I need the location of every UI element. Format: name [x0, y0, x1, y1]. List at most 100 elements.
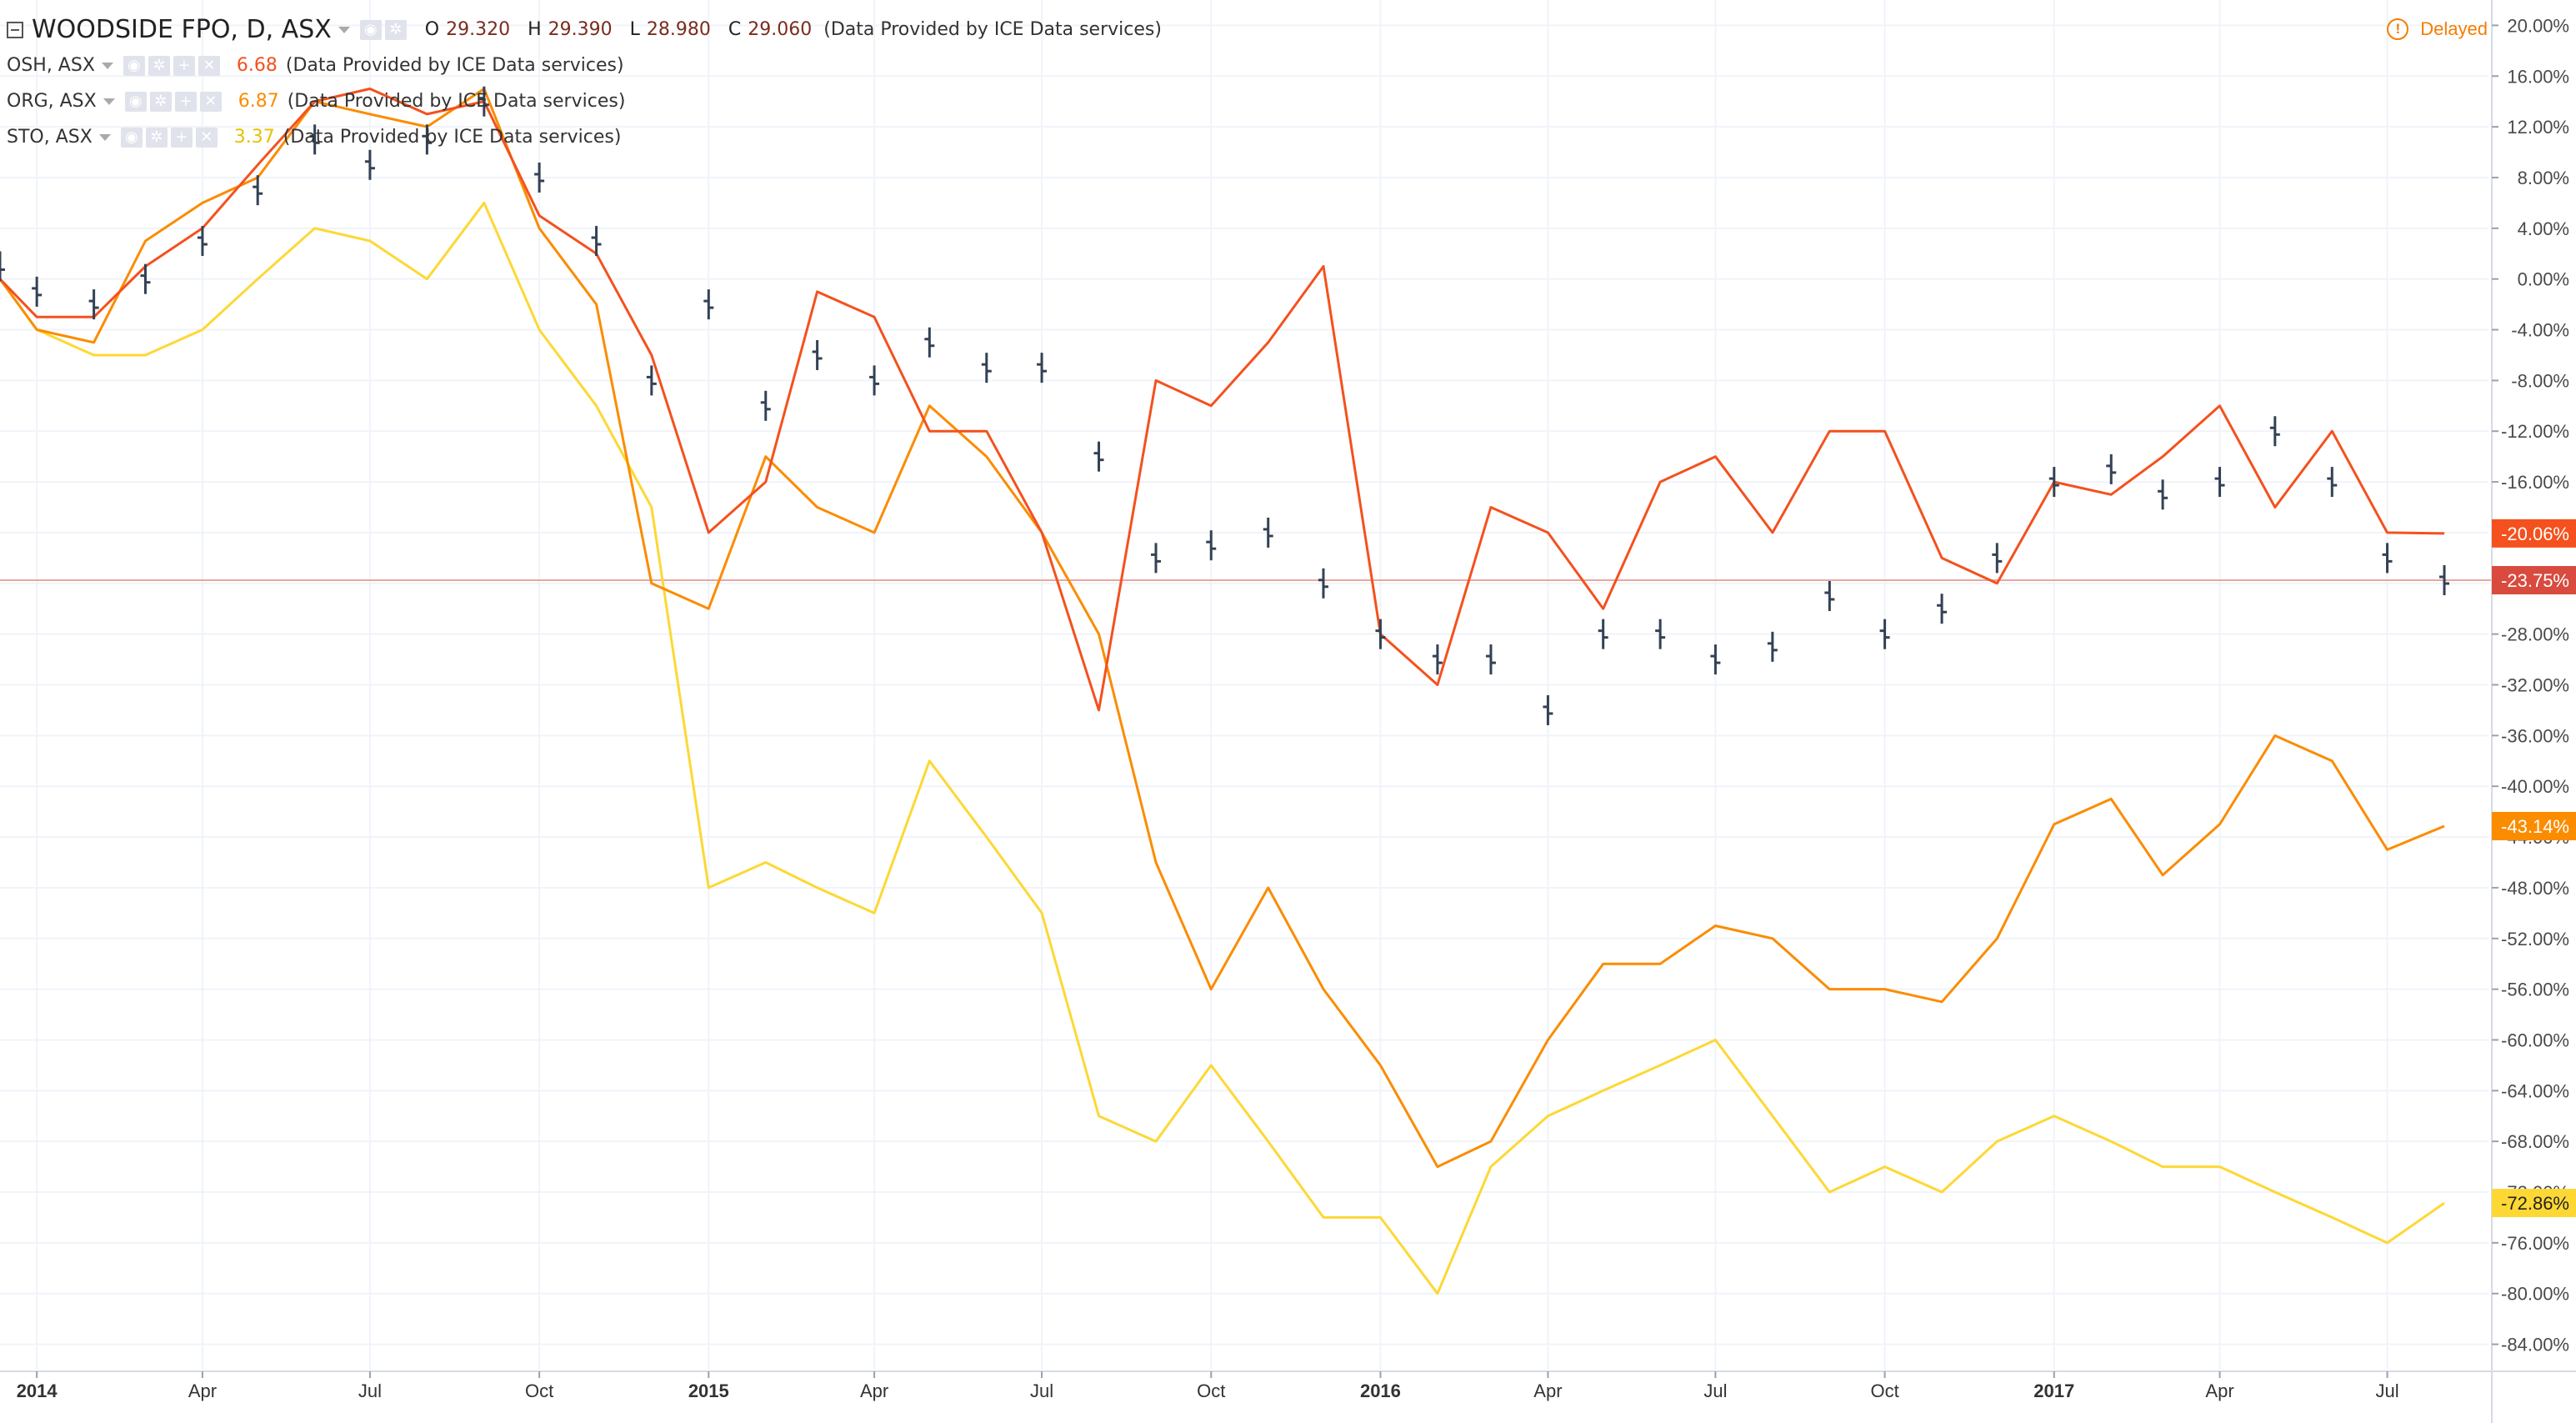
ohlc-bar [1598, 619, 1608, 649]
settings-gear-icon[interactable]: ✲ [145, 127, 168, 148]
symbol-dropdown-icon[interactable] [101, 62, 113, 69]
ohlc-bar [1150, 543, 1161, 574]
add-plus-icon[interactable]: + [170, 127, 193, 148]
y-tick-label: 16.00% [2507, 66, 2569, 87]
y-tick-label: -8.00% [2511, 370, 2569, 391]
ohlc-bar [1824, 581, 1835, 612]
compare-provider: (Data Provided by ICE Data services) [287, 91, 626, 112]
ohlc-bar [1037, 353, 1048, 383]
y-tick-label: -68.00% [2501, 1131, 2569, 1152]
visibility-eye-icon[interactable]: ◉ [359, 19, 382, 40]
ohlc-bar [1992, 543, 2003, 574]
legend-main: WOODSIDE FPO, D, ASX ◉ ✲ O 29.320 H 29.390… [7, 12, 1162, 48]
ohlc-bar [812, 339, 823, 370]
ohlc-bar [703, 289, 714, 320]
ohlc-bar [309, 124, 320, 155]
last-value-label: -72.86% [2492, 1189, 2576, 1218]
ohlc-bar [1375, 619, 1386, 649]
x-tick-label: Jul [1703, 1380, 1727, 1401]
low-label: L [629, 19, 640, 40]
ohlc-bar [760, 390, 771, 421]
low-value: 28.980 [646, 19, 711, 40]
compare-symbol[interactable]: ORG, ASX [7, 91, 97, 112]
last-value-label: -23.75% [2492, 565, 2576, 594]
time-axis[interactable]: 2014 Apr Jul Oct 2015 Apr Jul Oct 2016 Apr Jul Oct 2… [0, 1370, 2576, 1401]
ohlc-bar [1710, 644, 1721, 675]
y-tick-label: -56.00% [2501, 980, 2569, 1000]
x-tick-label: Oct [1870, 1380, 1898, 1401]
collapse-icon[interactable] [7, 21, 23, 38]
main-symbol-title[interactable]: WOODSIDE FPO, D, ASX [32, 15, 332, 44]
x-tick-label: Apr [860, 1380, 888, 1401]
x-tick-label: Apr [1533, 1380, 1562, 1401]
ohlc-values: O 29.320 H 29.390 L 28.980 C 29.060 [425, 19, 823, 40]
last-value-label-text: -23.75% [2501, 570, 2569, 591]
y-tick-label: -80.00% [2501, 1284, 2569, 1305]
y-tick-label: 0.00% [2518, 269, 2569, 290]
ohlc-bar [646, 365, 657, 396]
y-tick-label: 4.00% [2518, 218, 2569, 239]
ohlc-bar [2048, 467, 2059, 498]
compare-provider: (Data Provided by ICE Data services) [285, 55, 624, 76]
symbol-dropdown-icon[interactable] [338, 26, 350, 33]
x-tick-label: 2015 [688, 1380, 729, 1401]
ohlc-bar [140, 263, 151, 294]
delayed-indicator[interactable]: ! Delayed [2387, 18, 2488, 40]
symbol-dropdown-icon[interactable] [103, 98, 115, 105]
y-tick-label: -16.00% [2501, 472, 2569, 493]
x-tick-label: Apr [188, 1380, 217, 1401]
close-value: 29.060 [748, 19, 813, 40]
x-tick-label: Oct [525, 1380, 553, 1401]
ohlc-bar [2158, 479, 2168, 510]
last-value-label: -20.06% [2492, 519, 2576, 548]
ohlc-bar [0, 251, 5, 282]
series-line-osh [0, 88, 2445, 712]
compare-value: 3.37 [233, 127, 275, 148]
high-label: H [528, 19, 542, 40]
visibility-eye-icon[interactable]: ◉ [120, 127, 143, 148]
x-tick-label: 2017 [2033, 1380, 2074, 1401]
settings-gear-icon[interactable]: ✲ [148, 55, 170, 76]
legend-compare-org: ORG, ASX ◉ ✲ + ✕ 6.87 (Data Provided by … [7, 83, 1162, 119]
series-line-sto [0, 201, 2445, 1295]
ohlc-bar [534, 162, 545, 193]
ohlc-bar [1485, 644, 1496, 675]
y-tick-label: -28.00% [2501, 624, 2569, 645]
ohlc-bar [88, 289, 99, 320]
last-value-label-text: -72.86% [2501, 1193, 2569, 1214]
y-tick-label: -32.00% [2501, 675, 2569, 696]
y-tick-label: -60.00% [2501, 1030, 2569, 1050]
compare-symbol[interactable]: STO, ASX [7, 127, 93, 148]
high-value: 29.390 [548, 19, 613, 40]
remove-x-icon[interactable]: ✕ [195, 127, 218, 148]
ohlc-bar [2327, 467, 2338, 498]
ohlc-bar [364, 149, 375, 180]
settings-gear-icon[interactable]: ✲ [149, 91, 172, 112]
close-label: C [728, 19, 742, 40]
compare-symbol[interactable]: OSH, ASX [7, 55, 95, 76]
x-tick-label: 2016 [1360, 1380, 1401, 1401]
ohlc-bar [32, 276, 43, 307]
y-tick-label: 20.00% [2507, 15, 2569, 36]
last-value-label-bg [2492, 519, 2576, 548]
y-tick-label: -48.00% [2501, 878, 2569, 899]
add-plus-icon[interactable]: + [174, 91, 197, 112]
y-tick-label: -12.00% [2501, 421, 2569, 442]
add-plus-icon[interactable]: + [173, 55, 195, 76]
last-value-label: -43.14% [2492, 811, 2576, 840]
delayed-warning-icon: ! [2387, 18, 2409, 40]
symbol-dropdown-icon[interactable] [98, 133, 111, 141]
ohlc-bar [981, 353, 992, 383]
x-tick-label: Apr [2205, 1380, 2233, 1401]
ohlc-bar [1767, 631, 1778, 662]
visibility-eye-icon[interactable]: ◉ [124, 91, 147, 112]
y-tick-label: -36.00% [2501, 725, 2569, 746]
ohlc-bar [1543, 694, 1553, 725]
remove-x-icon[interactable]: ✕ [199, 91, 222, 112]
visibility-eye-icon[interactable]: ◉ [123, 55, 145, 76]
settings-gear-icon[interactable]: ✲ [384, 19, 407, 40]
last-value-label-bg [2492, 1189, 2576, 1218]
ohlc-bar [478, 86, 489, 117]
remove-x-icon[interactable]: ✕ [198, 55, 220, 76]
